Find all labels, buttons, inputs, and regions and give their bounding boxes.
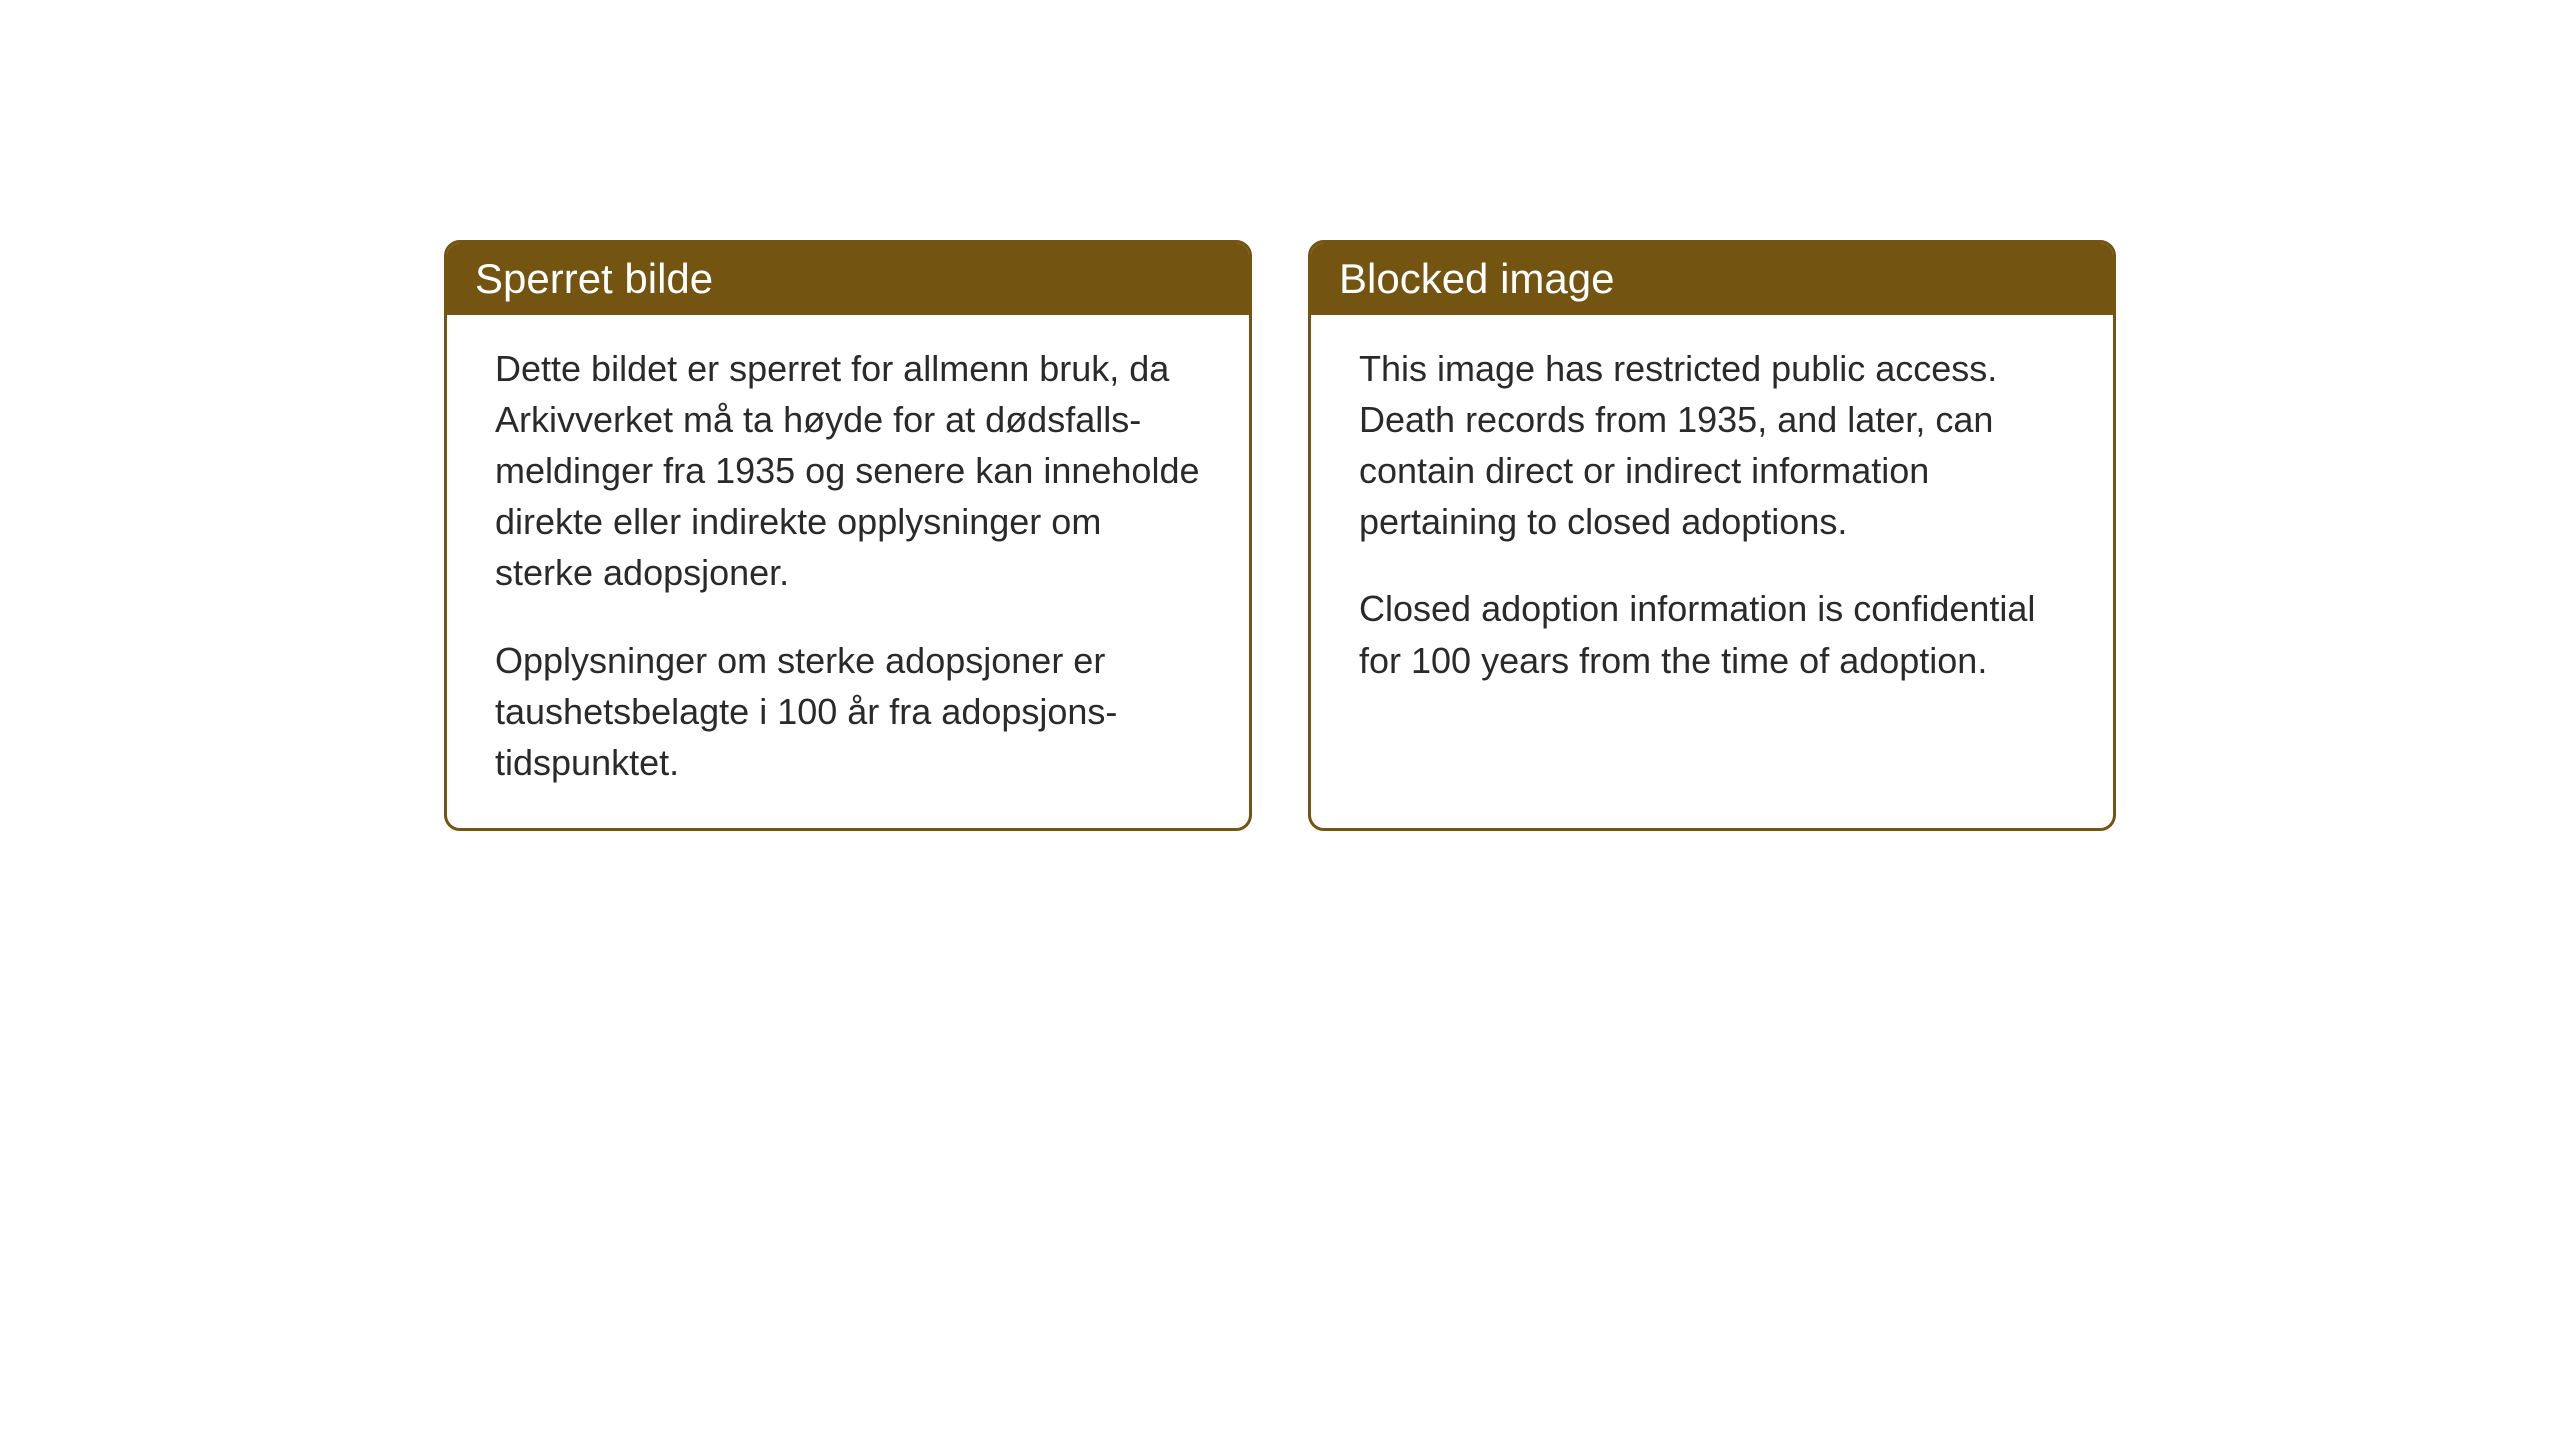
english-card-title: Blocked image — [1311, 243, 2113, 315]
notice-container: Sperret bilde Dette bildet er sperret fo… — [444, 240, 2560, 831]
english-paragraph-1: This image has restricted public access.… — [1359, 343, 2065, 547]
english-paragraph-2: Closed adoption information is confident… — [1359, 583, 2065, 685]
norwegian-card-title: Sperret bilde — [447, 243, 1249, 315]
english-notice-card: Blocked image This image has restricted … — [1308, 240, 2116, 831]
norwegian-notice-card: Sperret bilde Dette bildet er sperret fo… — [444, 240, 1252, 831]
norwegian-paragraph-1: Dette bildet er sperret for allmenn bruk… — [495, 343, 1201, 599]
norwegian-paragraph-2: Opplysninger om sterke adopsjoner er tau… — [495, 635, 1201, 788]
english-card-body: This image has restricted public access.… — [1311, 315, 2113, 726]
norwegian-card-body: Dette bildet er sperret for allmenn bruk… — [447, 315, 1249, 828]
